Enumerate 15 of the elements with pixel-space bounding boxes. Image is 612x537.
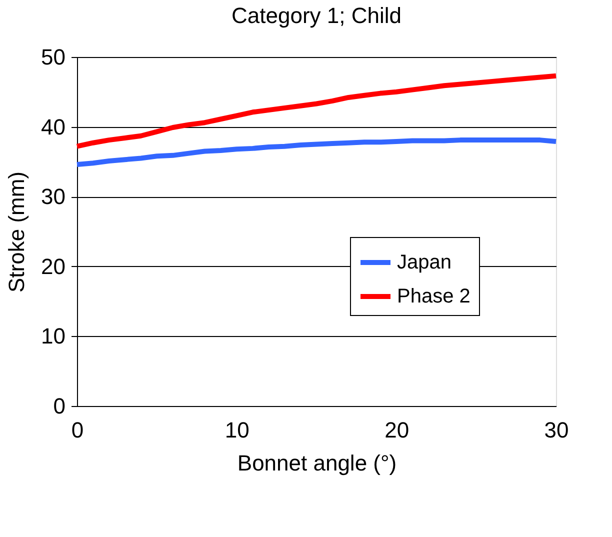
x-tick-label: 0 [71, 418, 84, 442]
x-tick-label: 20 [384, 418, 410, 442]
x-tick-label: 10 [224, 418, 250, 442]
y-axis-title: Stroke (mm) [4, 172, 30, 292]
legend-label: Phase 2 [397, 286, 470, 308]
x-axis-title: Bonnet angle (°) [237, 450, 397, 476]
legend-label: Japan [397, 252, 452, 274]
x-tick-label: 30 [544, 418, 569, 442]
y-tick-label: 40 [41, 114, 66, 140]
y-tick-label: 30 [41, 184, 66, 210]
y-tick-label: 0 [53, 394, 66, 418]
chart-title: Category 1; Child [232, 3, 402, 28]
y-tick-label: 50 [41, 44, 66, 70]
y-tick-label: 10 [41, 324, 66, 349]
y-tick-label: 20 [41, 254, 66, 279]
